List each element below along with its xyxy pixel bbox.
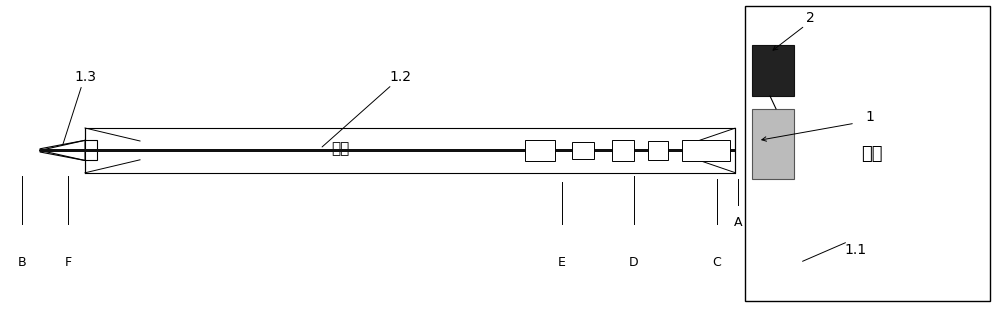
- Text: 1.3: 1.3: [74, 70, 96, 84]
- Text: 1: 1: [866, 110, 874, 124]
- Bar: [85, 140, 97, 160]
- Bar: [525, 140, 555, 161]
- Bar: [682, 140, 730, 161]
- Text: 1.1: 1.1: [844, 243, 866, 257]
- Bar: [40, 149, 735, 152]
- Text: 2: 2: [806, 11, 814, 25]
- Bar: [745, 6, 990, 301]
- Text: 1.2: 1.2: [389, 70, 411, 84]
- Bar: [572, 141, 594, 159]
- Text: C: C: [713, 256, 721, 269]
- Bar: [612, 140, 634, 161]
- Bar: [648, 141, 668, 160]
- Polygon shape: [40, 140, 85, 160]
- Text: E: E: [558, 256, 566, 269]
- Text: A: A: [734, 216, 742, 229]
- Text: 钒孔: 钒孔: [331, 141, 349, 156]
- Text: F: F: [64, 256, 72, 269]
- Bar: [752, 109, 794, 179]
- Text: B: B: [18, 256, 26, 269]
- Bar: [752, 45, 794, 96]
- Bar: [85, 128, 735, 173]
- Text: D: D: [629, 256, 639, 269]
- Text: 巻道: 巻道: [861, 145, 883, 163]
